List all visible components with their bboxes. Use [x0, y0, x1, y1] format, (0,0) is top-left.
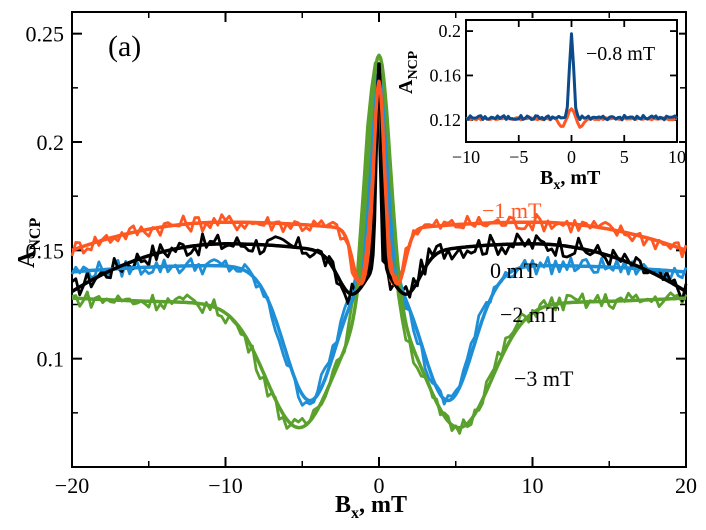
main-series-lines: [70, 53, 688, 435]
inset-series-lines: [465, 32, 679, 129]
main-x-axis-label: Bx, mT: [335, 492, 407, 522]
inset-x-tick-label: 10: [668, 147, 686, 167]
main-x-tick-label: 10: [522, 473, 544, 498]
series-fit-line: [71, 62, 687, 296]
main-x-tick-label: −10: [208, 473, 242, 498]
inset-y-tick-label: 0.16: [430, 65, 462, 85]
series-label-minus3: −3 mT: [514, 366, 574, 391]
series-fit-line: [71, 53, 687, 430]
main-x-tick-label: 0: [374, 473, 385, 498]
series-label-minus2: −2 mT: [500, 302, 560, 327]
inset-x-tick-label: −10: [452, 147, 480, 167]
series-label-0: 0 mT: [490, 258, 538, 283]
inset-y-tick-label: 0.12: [430, 110, 462, 130]
inset-background: [453, 18, 679, 144]
inset-y-tick-label: 0.2: [439, 21, 462, 41]
main-y-tick-label: 0.1: [37, 347, 65, 372]
main-y-tick-label: 0.25: [26, 22, 65, 47]
main-ticks: −20 −10 0 10 200.10.150.20.25: [26, 12, 697, 498]
inset-x-tick-label: 5: [620, 147, 629, 167]
main-y-axis-label: ANCP: [14, 218, 44, 268]
main-y-tick-label: 0.15: [26, 238, 65, 263]
inset-y-axis-label: ANCP: [395, 50, 421, 94]
panel-label: (a): [108, 30, 141, 63]
series-fit-line: [71, 79, 687, 286]
main-x-tick-label: 20: [675, 473, 697, 498]
inset-x-axis-label: Bx, mT: [540, 167, 601, 193]
inset-x-tick-label: 0: [567, 147, 576, 167]
inset-series-label: −0.8 mT: [586, 43, 655, 65]
series-label-minus1: −1 mT: [482, 198, 542, 223]
main-x-tick-label: −20: [55, 473, 89, 498]
main-y-tick-label: 0.2: [37, 130, 65, 155]
inset-x-tick-label: −5: [509, 147, 528, 167]
inset-series-line: [465, 32, 679, 122]
